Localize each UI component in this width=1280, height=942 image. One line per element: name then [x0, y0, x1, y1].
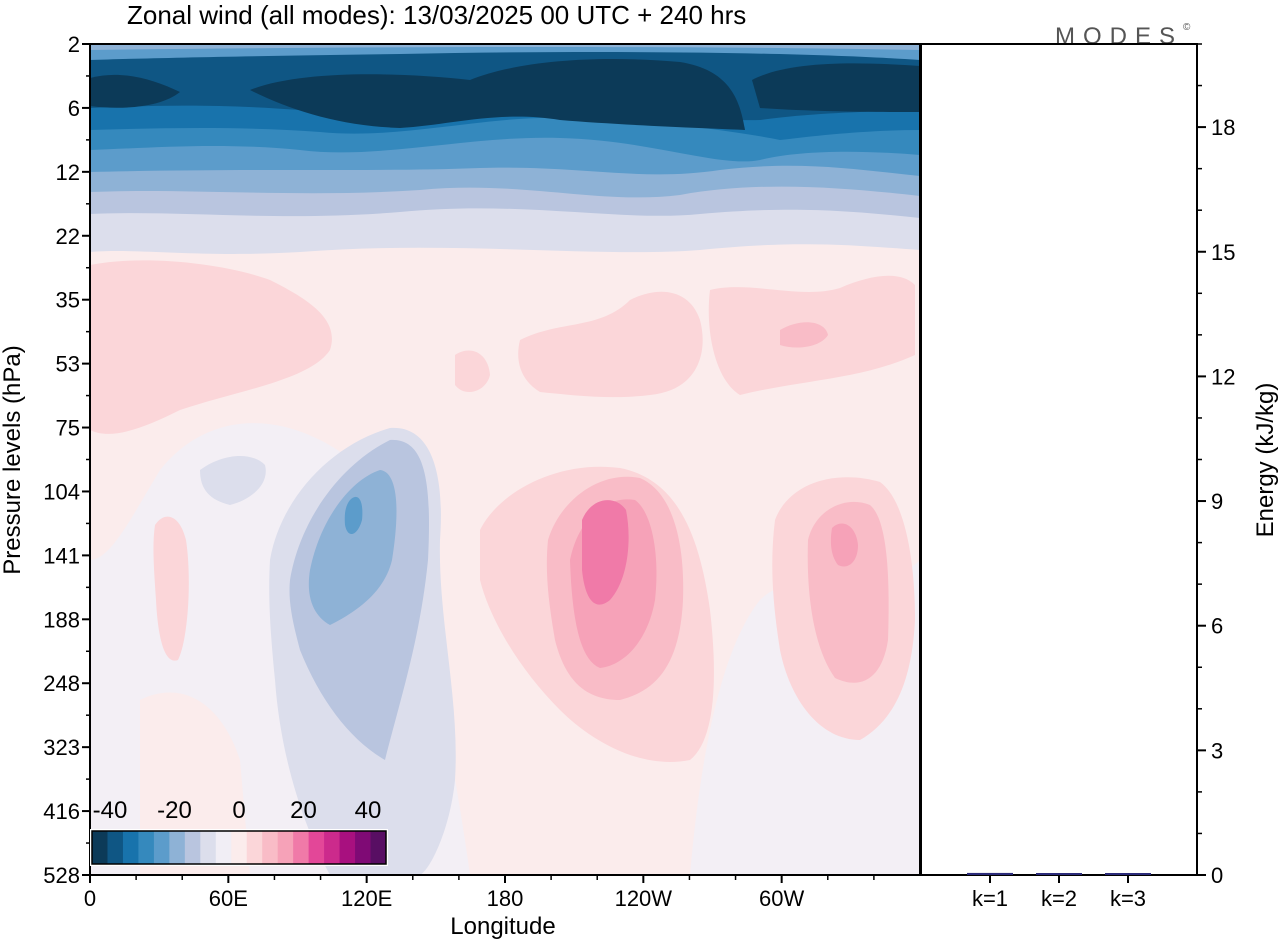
y-tick-label: 75 — [56, 416, 80, 441]
contour-positive-west-patch — [153, 516, 189, 661]
x-tick-label: 60E — [209, 886, 248, 911]
energy-tick-label: 12 — [1211, 364, 1235, 389]
colorbar-swatch — [355, 831, 372, 864]
contour-top-edge — [90, 44, 920, 60]
y-tick-label: 35 — [56, 288, 80, 313]
contour-positive-east-1 — [807, 501, 889, 683]
y-tick-label: 53 — [56, 352, 80, 377]
contour-positive-lobe-core — [582, 500, 629, 605]
x-tick-label: 60W — [759, 886, 804, 911]
colorbar-swatch — [324, 831, 341, 864]
energy-bar — [1105, 873, 1151, 875]
colorbar-swatch — [277, 831, 294, 864]
colorbar-label: -20 — [157, 797, 192, 824]
energy-bar — [1036, 873, 1082, 875]
energy-y-axis: 0 3 6 9 12 15 18 — [1197, 43, 1235, 888]
energy-panel-frame — [920, 43, 1198, 876]
x-tick-label: 180 — [487, 886, 524, 911]
x-tick-label: 0 — [84, 886, 96, 911]
contour-westerly-west — [90, 260, 332, 434]
colorbar-swatch — [293, 831, 310, 864]
contour-westerly-isolated — [455, 350, 490, 393]
zonal-wind-contour-field — [90, 44, 920, 875]
y-tick-label: 248 — [43, 671, 80, 696]
main-y-axis: 2 6 12 22 35 53 75 104 141 188 248 323 416 528 — [43, 32, 90, 888]
y-tick-label: 528 — [43, 863, 80, 888]
energy-category-label: k=1 — [972, 886, 1008, 911]
energy-bar — [967, 872, 1013, 875]
energy-tick-label: 15 — [1211, 240, 1235, 265]
contour-westerly-east-core — [780, 322, 828, 348]
x-axis-label: Longitude — [450, 913, 555, 940]
contour-top-edge-light — [90, 44, 920, 50]
energy-category-label: k=3 — [1110, 886, 1146, 911]
x-tick-label: 120E — [341, 886, 392, 911]
colorbar-swatch — [92, 831, 108, 864]
colorbar-swatch — [231, 831, 248, 864]
y-tick-label: 323 — [43, 735, 80, 760]
y-tick-label: 141 — [43, 543, 80, 568]
colorbar-swatch — [107, 831, 124, 864]
energy-tick-label: 9 — [1211, 489, 1223, 514]
colorbar-swatch — [184, 831, 201, 864]
energy-bars: k=1 k=2 k=3 — [967, 872, 1151, 911]
energy-category-label: k=2 — [1041, 886, 1077, 911]
colorbar-swatch — [169, 831, 186, 864]
energy-tick-label: 3 — [1211, 738, 1223, 763]
colorbar: -40 -20 0 20 40 — [90, 797, 388, 866]
colorbar-swatch — [153, 831, 170, 864]
colorbar-swatch — [215, 831, 232, 864]
y-axis-label: Pressure levels (hPa) — [0, 345, 26, 574]
colorbar-swatch — [370, 831, 387, 864]
colorbar-swatch — [339, 831, 356, 864]
y-tick-label: 416 — [43, 799, 80, 824]
y-tick-label: 6 — [68, 96, 80, 121]
colorbar-label: 0 — [232, 797, 245, 824]
y-tick-label: 12 — [56, 160, 80, 185]
main-x-axis: 0 60E 120E 180 120W 60W — [84, 875, 875, 911]
y-tick-label: 22 — [56, 224, 80, 249]
contour-easterly-core-east — [752, 63, 920, 112]
colorbar-label: 20 — [290, 797, 317, 824]
colorbar-swatch — [262, 831, 279, 864]
contour-negative-lobe-2 — [308, 470, 397, 625]
colorbar-frame — [91, 830, 387, 865]
contour-easterly-core — [250, 59, 745, 130]
colorbar-label: -40 — [93, 797, 128, 824]
y-tick-label: 104 — [43, 479, 80, 504]
energy-tick-label: 0 — [1211, 863, 1223, 888]
y-tick-label: 2 — [68, 32, 80, 57]
energy-tick-label: 6 — [1211, 614, 1223, 639]
energy-tick-label: 18 — [1211, 115, 1235, 140]
colorbar-swatch — [308, 831, 325, 864]
contour-westerly-central — [518, 291, 703, 398]
contour-easterly-core-west — [90, 74, 180, 108]
colorbar-label: 40 — [355, 797, 382, 824]
colorbar-swatch — [138, 831, 155, 864]
colorbar-swatch — [200, 831, 217, 864]
colorbar-swatch — [122, 831, 139, 864]
chart-title: Zonal wind (all modes): 13/03/2025 00 UT… — [127, 0, 746, 30]
x-tick-label: 120W — [615, 886, 673, 911]
energy-axis-label: Energy (kJ/kg) — [1252, 383, 1279, 538]
y-tick-label: 188 — [43, 607, 80, 632]
modes-logo-mark: © — [1183, 22, 1191, 33]
contour-negative-lobe-core — [344, 496, 363, 535]
contour-negative-patch-west — [200, 455, 266, 505]
contour-positive-east-core — [830, 523, 858, 567]
colorbar-swatch — [246, 831, 263, 864]
